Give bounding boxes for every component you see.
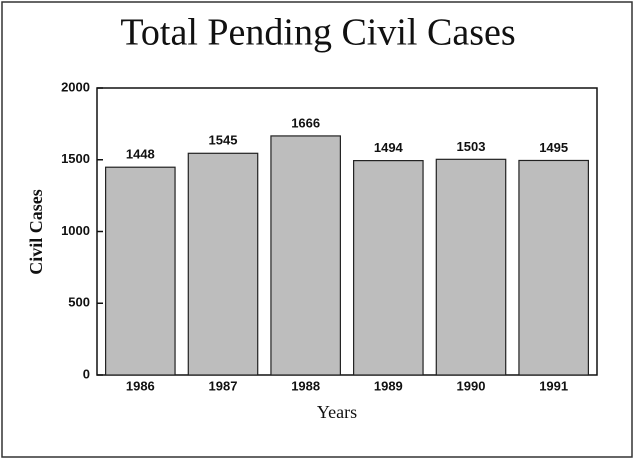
x-tick-label: 1991	[539, 378, 568, 393]
value-label: 1494	[374, 140, 404, 155]
bar	[353, 160, 424, 376]
chart-title: Total Pending Civil Cases	[120, 12, 515, 54]
y-tick-label: 500	[68, 295, 90, 310]
bar	[435, 158, 507, 376]
x-tick-label: 1987	[209, 378, 238, 393]
value-label: 1545	[209, 133, 238, 148]
value-label: 1448	[126, 147, 155, 162]
y-tick-label: 0	[83, 366, 90, 381]
y-tick-label: 1500	[61, 151, 90, 166]
bar	[105, 166, 176, 376]
y-axis-label: Civil Cases	[26, 189, 46, 275]
value-label: 1503	[457, 139, 486, 154]
x-axis-label: Years	[317, 402, 357, 422]
bar	[270, 135, 341, 376]
y-tick-label: 2000	[61, 79, 90, 94]
y-tick-label: 1000	[61, 223, 90, 238]
bar	[187, 152, 259, 376]
x-tick-label: 1989	[374, 378, 403, 393]
bar	[518, 159, 589, 376]
value-label: 1495	[539, 140, 568, 155]
value-label: 1666	[291, 115, 320, 130]
x-tick-label: 1990	[457, 378, 486, 393]
x-tick-label: 1988	[291, 378, 320, 393]
x-tick-label: 1986	[126, 378, 155, 393]
